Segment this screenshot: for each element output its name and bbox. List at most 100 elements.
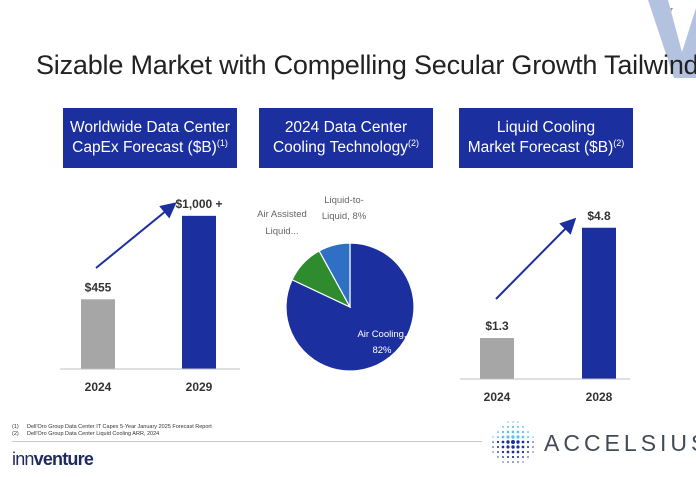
logo-dot [492, 446, 494, 448]
liquid-bar-2024 [480, 338, 514, 379]
logo-dot [521, 450, 525, 454]
capex-bar-2024 [81, 299, 115, 369]
logo-dot [516, 430, 520, 434]
footer-divider [12, 441, 482, 442]
logo-dot [496, 440, 500, 444]
logo-dot [521, 430, 525, 434]
logo-dot [512, 421, 514, 423]
logo-dot [501, 440, 505, 444]
logo-dot [511, 425, 515, 429]
logo-dot [506, 445, 510, 449]
logo-dot [507, 461, 509, 463]
logo-dot [532, 441, 534, 443]
footnote-1: (1) Dell'Oro Group Data Center IT Capex 5… [12, 424, 212, 430]
capex-bar-2029 [182, 215, 216, 369]
logo-dot [521, 445, 525, 449]
logo-dot [502, 456, 504, 458]
logo-dot [516, 450, 520, 454]
capex-value-label: $455 [85, 280, 112, 294]
logo-dot [526, 435, 530, 439]
capex-growth-arrow [95, 202, 177, 269]
logo-dot [492, 436, 494, 438]
logo-dot [506, 450, 510, 454]
logo-dot [496, 435, 500, 439]
innventure-logo: innventure [12, 449, 94, 469]
logo-dot [516, 455, 520, 459]
logo-dot [511, 445, 515, 449]
logo-dot [506, 455, 510, 459]
logo-dot [522, 426, 524, 428]
pie-slice-2 [318, 242, 351, 308]
logo-dot [516, 435, 520, 439]
accelsius-dot-logo-icon [492, 421, 534, 463]
pie-label-air-cooling-line1: Air Cooling, [357, 329, 406, 340]
capex-category-label: 2024 [85, 380, 112, 394]
cooling-pie-chart: Air Cooling, 82% Air Assisted Liquid... Liqu… [257, 195, 415, 372]
logo-dot [527, 451, 529, 453]
logo-dot [527, 431, 529, 433]
header-cooling-technology: 2024 Data Center Cooling Technology(2) [259, 108, 433, 168]
logo-dot [511, 450, 515, 454]
liquid-bar-2028 [582, 227, 616, 379]
logo-dot [526, 440, 530, 444]
logo-dot [506, 440, 510, 444]
header-line1: Worldwide Data Center [70, 119, 230, 137]
footnote-2: (2) Dell'Oro Group Data Center Liquid Coo… [12, 431, 160, 438]
logo-dot [526, 445, 530, 449]
logo-dot [532, 436, 534, 438]
logo-dot [517, 421, 519, 423]
footnotes: (1) Dell'Oro Group Data Center IT Capex 5… [12, 424, 212, 439]
logo-dot [502, 426, 504, 428]
header-line2: Cooling Technology(2) [272, 137, 419, 157]
logo-dot [516, 425, 520, 429]
logo-dot [511, 435, 515, 439]
capex-category-label: 2029 [186, 380, 213, 394]
logo-dot [532, 451, 534, 453]
accelsius-wordmark: ACCELSIUS [544, 430, 696, 456]
capex-value-label: $1,000 + [175, 197, 222, 211]
liquid-category-label: 2024 [484, 390, 511, 404]
header-liquid-cooling-forecast: Liquid Cooling Market Forecast ($B)(2) [459, 108, 633, 168]
logo-dot [521, 435, 525, 439]
logo-dot [497, 456, 499, 458]
logo-dot [501, 435, 505, 439]
logo-dot [496, 445, 500, 449]
logo-dot [501, 450, 505, 454]
header-capex-forecast: Worldwide Data Center CapEx Forecast ($B… [63, 108, 237, 168]
logo-dot [492, 441, 494, 443]
logo-dot [501, 430, 505, 434]
logo-dot [512, 461, 514, 463]
logo-dot [506, 435, 510, 439]
header-line2: CapEx Forecast ($B)(1) [72, 137, 228, 157]
pie-label-liquid-to-liquid-line2: Liquid, 8% [322, 211, 367, 222]
logo-dot [522, 456, 524, 458]
logo-dot [511, 430, 515, 434]
pie-label-air-assisted-line2: Liquid... [265, 226, 298, 237]
logo-dot [492, 451, 494, 453]
logo-dot [521, 440, 525, 444]
liquid-value-label: $1.3 [485, 319, 509, 333]
logo-dot [532, 446, 534, 448]
pie-label-air-assisted-line1: Air Assisted [257, 209, 307, 220]
logo-dot [497, 451, 499, 453]
logo-dot [517, 461, 519, 463]
logo-dot [502, 461, 504, 463]
logo-dot [516, 440, 520, 444]
corner-logo-mark [648, 0, 696, 78]
header-line1: 2024 Data Center [284, 119, 408, 137]
liquid-growth-arrow [495, 217, 577, 300]
logo-dot [497, 431, 499, 433]
pie-label-liquid-to-liquid-line1: Liquid-to- [324, 195, 364, 206]
logo-dot [511, 455, 515, 459]
header-line2: Market Forecast ($B)(2) [467, 137, 625, 157]
logo-dot [507, 421, 509, 423]
logo-dot [522, 461, 524, 463]
logo-dot [511, 440, 515, 444]
logo-dot [506, 425, 510, 429]
liquid-cooling-bar-chart: $1.3 2024 $4.8 2028 [460, 209, 630, 404]
pie-label-air-cooling-line2: 82% [372, 345, 392, 356]
logo-dot [506, 430, 510, 434]
logo-dot [501, 445, 505, 449]
logo-dot [527, 456, 529, 458]
liquid-category-label: 2028 [586, 390, 613, 404]
